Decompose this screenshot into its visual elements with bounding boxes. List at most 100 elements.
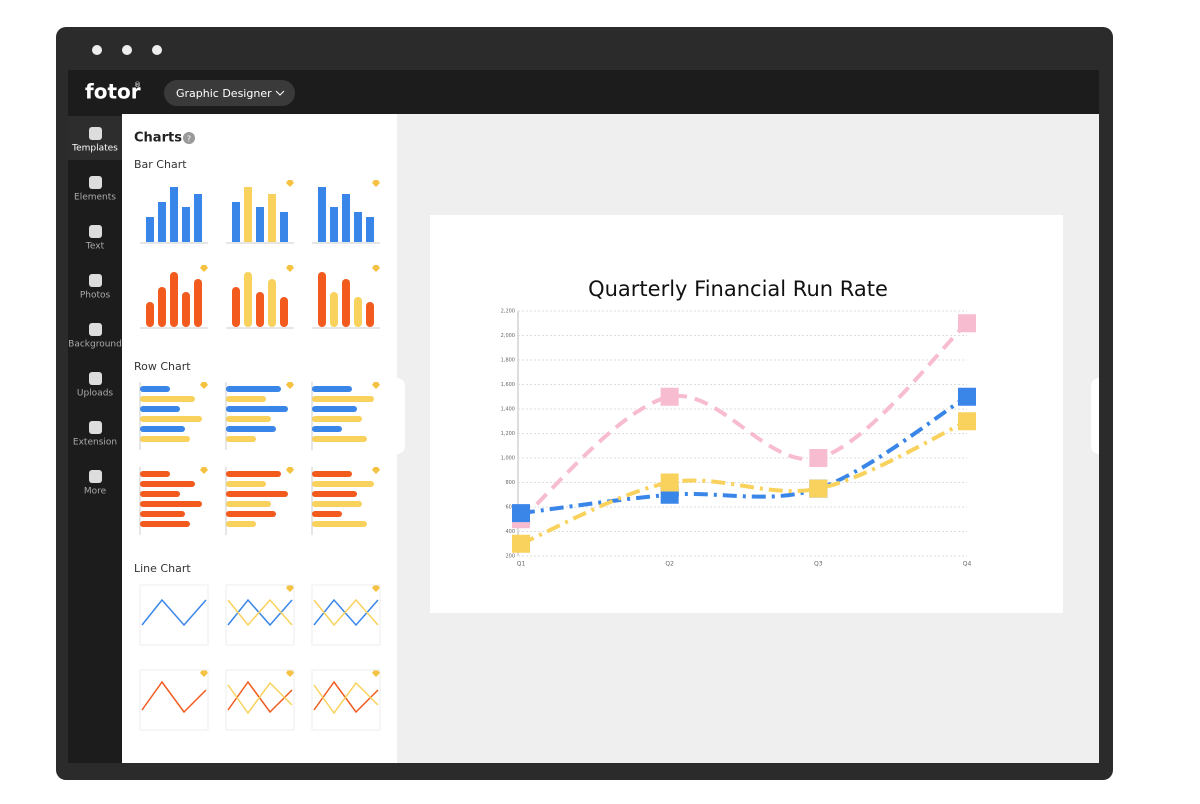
premium-icon (372, 180, 380, 187)
thumb-bar (244, 272, 252, 327)
thumb-row (312, 406, 357, 412)
chevron (275, 90, 285, 96)
point-marker (809, 479, 828, 498)
thumb-row (140, 416, 202, 422)
sidebar-icon[interactable] (89, 470, 102, 483)
thumb-bar (146, 217, 154, 242)
thumb-bar (366, 302, 374, 327)
premium-icon (286, 585, 294, 592)
y-tick-label: 1,000 (501, 456, 515, 462)
sidebar-label[interactable]: Background (68, 340, 122, 350)
thumb-row (312, 511, 342, 517)
section-title: Line Chart (134, 562, 191, 575)
sidebar-label[interactable]: More (84, 487, 107, 497)
thumb-bar (280, 297, 288, 327)
thumb-bar (354, 297, 362, 327)
thumb-bar (268, 279, 276, 327)
thumb-bar (318, 187, 326, 242)
thumb-bar (182, 207, 190, 242)
y-tick-label: 800 (505, 480, 515, 486)
thumb-line (141, 598, 207, 627)
point-marker (958, 314, 976, 333)
thumb-row (140, 386, 170, 392)
premium-icon (286, 382, 294, 389)
sidebar-label[interactable]: Uploads (77, 389, 114, 399)
sidebar-icon[interactable] (89, 323, 102, 336)
sidebar-label[interactable]: Photos (80, 291, 111, 301)
thumb-row (140, 511, 185, 517)
thumb-row (312, 521, 367, 527)
thumb-row (226, 436, 256, 442)
logo-mark: ® (134, 81, 141, 89)
y-tick-label: 1,200 (501, 431, 515, 437)
thumb-row (312, 436, 367, 442)
y-tick-label: 1,600 (501, 382, 515, 388)
thumb-row (226, 426, 276, 432)
collapse-tab[interactable] (397, 378, 405, 454)
logo: fotor (85, 80, 141, 104)
thumb-row (140, 481, 195, 487)
premium-icon (200, 265, 208, 272)
thumb-bar (194, 194, 202, 242)
sidebar-icon[interactable] (89, 421, 102, 434)
thumb-row (312, 481, 374, 487)
y-tick-label: 2,000 (501, 333, 515, 339)
help-glyph: ? (187, 135, 191, 144)
premium-icon (372, 585, 380, 592)
expand-tab[interactable] (1091, 378, 1099, 454)
sidebar-icon[interactable] (89, 225, 102, 238)
premium-icon (286, 265, 294, 272)
sidebar-icon[interactable] (89, 127, 102, 140)
thumb-frame (311, 669, 381, 731)
thumb-line (227, 681, 293, 715)
sidebar-label[interactable]: Text (85, 242, 105, 252)
sidebar-icon[interactable] (89, 372, 102, 385)
thumb-line (313, 681, 379, 715)
thumb-line (227, 598, 293, 627)
thumb-bar (342, 279, 350, 327)
thumb-row (226, 481, 266, 487)
thumb-bar (194, 279, 202, 327)
section-title: Bar Chart (134, 158, 187, 171)
mode-selector[interactable] (164, 80, 295, 106)
thumb-bar (170, 187, 178, 242)
thumb-row (312, 386, 352, 392)
sidebar-icon[interactable] (89, 274, 102, 287)
thumb-bar (268, 194, 276, 242)
premium-icon (372, 467, 380, 474)
y-tick-label: 600 (505, 505, 515, 511)
thumb-bar (170, 272, 178, 327)
premium-icon (200, 670, 208, 677)
sidebar-icon[interactable] (89, 176, 102, 189)
series-line (520, 419, 968, 546)
window-dot (152, 45, 162, 55)
section-title: Row Chart (134, 360, 191, 373)
thumb-row (226, 471, 281, 477)
thumb-row (312, 416, 362, 422)
premium-icon (372, 670, 380, 677)
mode-label[interactable]: Graphic Designer (176, 87, 272, 100)
point-marker (660, 387, 679, 406)
thumb-bar (366, 217, 374, 242)
thumb-line (141, 680, 207, 714)
help-icon[interactable] (183, 132, 195, 144)
thumb-row (140, 436, 190, 442)
point-marker (512, 534, 530, 553)
thumb-row (226, 511, 276, 517)
sidebar-label[interactable]: Extension (73, 438, 117, 448)
design-page (430, 215, 1063, 613)
thumb-line (313, 598, 379, 627)
sidebar-label[interactable]: Elements (74, 193, 116, 203)
thumb-row (312, 501, 362, 507)
window-dot (92, 45, 102, 55)
premium-icon (200, 467, 208, 474)
sidebar-label[interactable]: Templates (71, 144, 118, 154)
thumb-row (140, 471, 170, 477)
premium-icon (286, 467, 294, 474)
premium-icon (286, 180, 294, 187)
thumb-bar (330, 292, 338, 327)
premium-icon (372, 382, 380, 389)
thumb-bar (318, 272, 326, 327)
x-tick-label: Q2 (665, 561, 674, 568)
thumb-bar (182, 292, 190, 327)
